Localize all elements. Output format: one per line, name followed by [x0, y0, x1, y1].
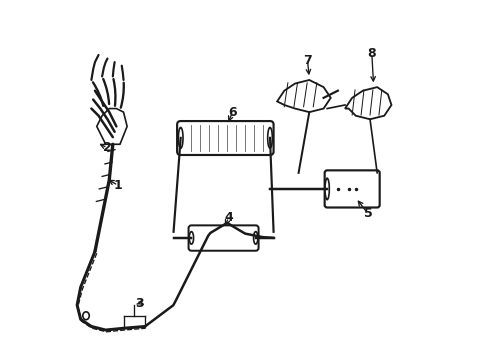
Text: 3: 3: [135, 297, 144, 310]
Ellipse shape: [83, 312, 89, 320]
Ellipse shape: [178, 127, 183, 148]
FancyBboxPatch shape: [325, 170, 380, 207]
FancyBboxPatch shape: [189, 225, 259, 251]
Text: 4: 4: [224, 211, 233, 224]
Ellipse shape: [189, 231, 194, 244]
Polygon shape: [97, 109, 127, 144]
Ellipse shape: [253, 231, 258, 244]
Polygon shape: [345, 87, 392, 119]
Text: 2: 2: [103, 141, 112, 154]
Text: 6: 6: [228, 105, 237, 119]
Polygon shape: [277, 80, 331, 112]
Ellipse shape: [268, 127, 272, 148]
Text: 5: 5: [364, 207, 372, 220]
FancyBboxPatch shape: [177, 121, 273, 155]
Ellipse shape: [325, 178, 329, 200]
Text: 7: 7: [303, 54, 312, 67]
Text: 1: 1: [114, 179, 122, 192]
Text: 8: 8: [368, 47, 376, 60]
